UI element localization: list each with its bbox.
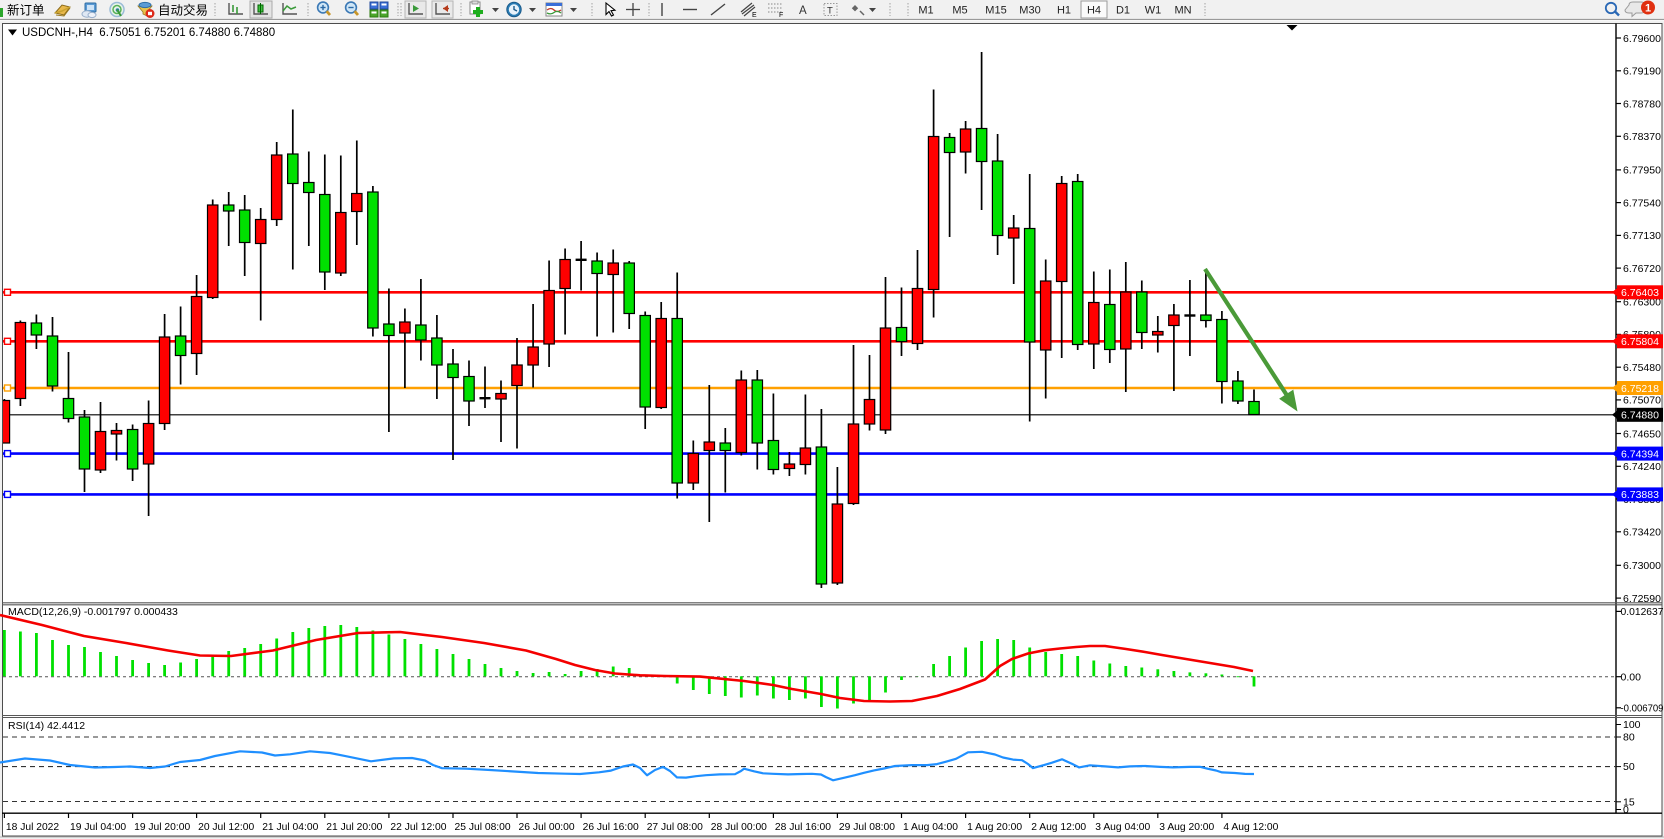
svg-text:26 Jul 00:00: 26 Jul 00:00 xyxy=(519,822,575,833)
svg-text:19 Jul 04:00: 19 Jul 04:00 xyxy=(70,822,126,833)
svg-text:D1: D1 xyxy=(1116,5,1130,17)
svg-text:6.79190: 6.79190 xyxy=(1623,66,1661,78)
svg-text:29 Jul 08:00: 29 Jul 08:00 xyxy=(839,822,895,833)
svg-text:6.78370: 6.78370 xyxy=(1623,131,1661,143)
svg-text:自动交易: 自动交易 xyxy=(158,3,208,18)
svg-text:1 Aug 20:00: 1 Aug 20:00 xyxy=(967,822,1022,833)
svg-text:22 Jul 12:00: 22 Jul 12:00 xyxy=(390,822,446,833)
svg-text:21 Jul 20:00: 21 Jul 20:00 xyxy=(326,822,382,833)
svg-text:2 Aug 12:00: 2 Aug 12:00 xyxy=(1031,822,1086,833)
svg-text:M30: M30 xyxy=(1019,5,1040,17)
svg-text:M5: M5 xyxy=(952,5,967,17)
svg-text:6.75218: 6.75218 xyxy=(1621,383,1659,395)
svg-text:1 Aug 04:00: 1 Aug 04:00 xyxy=(903,822,958,833)
svg-text:6.76300: 6.76300 xyxy=(1623,297,1661,309)
svg-text:F: F xyxy=(779,12,783,19)
svg-text:6.76720: 6.76720 xyxy=(1623,263,1661,275)
svg-text:6.77950: 6.77950 xyxy=(1623,165,1661,177)
svg-text:6.75070: 6.75070 xyxy=(1623,395,1661,407)
svg-text:E: E xyxy=(752,12,757,19)
svg-text:6.74240: 6.74240 xyxy=(1623,461,1661,473)
svg-text:4 Aug 12:00: 4 Aug 12:00 xyxy=(1223,822,1278,833)
svg-text:H4: H4 xyxy=(1087,5,1101,17)
svg-text:RSI(14) 42.4412: RSI(14) 42.4412 xyxy=(8,720,85,732)
svg-text:A: A xyxy=(799,5,807,17)
svg-text:15: 15 xyxy=(1623,796,1635,808)
svg-text:-0.006709: -0.006709 xyxy=(1621,703,1664,715)
svg-text:MACD(12,26,9) -0.001797 0.0004: MACD(12,26,9) -0.001797 0.000433 xyxy=(8,606,178,618)
svg-text:T: T xyxy=(827,6,833,17)
svg-text:80: 80 xyxy=(1623,732,1635,744)
svg-text:6.74880: 6.74880 xyxy=(1621,410,1659,422)
svg-text:18 Jul 2022: 18 Jul 2022 xyxy=(6,822,60,833)
svg-text:25 Jul 08:00: 25 Jul 08:00 xyxy=(455,822,511,833)
svg-text:26 Jul 16:00: 26 Jul 16:00 xyxy=(583,822,639,833)
svg-text:H1: H1 xyxy=(1057,5,1071,17)
svg-text:USDCNH-,H4 6.75051 6.75201 6.: USDCNH-,H4 6.75051 6.75201 6.74880 6.748… xyxy=(22,27,275,39)
svg-text:50: 50 xyxy=(1623,761,1635,773)
svg-text:MN: MN xyxy=(1174,5,1191,17)
svg-text:6.78780: 6.78780 xyxy=(1623,98,1661,110)
svg-text:100: 100 xyxy=(1623,719,1641,731)
svg-text:6.74394: 6.74394 xyxy=(1621,448,1659,460)
svg-text:6.76403: 6.76403 xyxy=(1621,287,1659,299)
svg-text:0.012637: 0.012637 xyxy=(1621,606,1664,618)
svg-text:28 Jul 00:00: 28 Jul 00:00 xyxy=(711,822,767,833)
svg-text:6.72590: 6.72590 xyxy=(1623,593,1661,605)
svg-text:3 Aug 20:00: 3 Aug 20:00 xyxy=(1159,822,1214,833)
svg-text:19 Jul 20:00: 19 Jul 20:00 xyxy=(134,822,190,833)
svg-text:6.75480: 6.75480 xyxy=(1623,362,1661,374)
svg-text:27 Jul 08:00: 27 Jul 08:00 xyxy=(647,822,703,833)
svg-text:M15: M15 xyxy=(985,5,1006,17)
svg-text:6.74650: 6.74650 xyxy=(1623,428,1661,440)
svg-text:0.00: 0.00 xyxy=(1621,672,1642,684)
svg-text:6.73000: 6.73000 xyxy=(1623,560,1661,572)
svg-text:M1: M1 xyxy=(918,5,933,17)
svg-text:1: 1 xyxy=(1645,3,1651,15)
svg-text:6.77130: 6.77130 xyxy=(1623,230,1661,242)
svg-text:W1: W1 xyxy=(1145,5,1162,17)
svg-text:6.73883: 6.73883 xyxy=(1621,489,1659,501)
svg-text:6.77540: 6.77540 xyxy=(1623,197,1661,209)
svg-text:6.73420: 6.73420 xyxy=(1623,527,1661,539)
svg-text:21 Jul 04:00: 21 Jul 04:00 xyxy=(262,822,318,833)
svg-text:新订单: 新订单 xyxy=(7,3,45,18)
svg-text:28 Jul 16:00: 28 Jul 16:00 xyxy=(775,822,831,833)
svg-text:3 Aug 04:00: 3 Aug 04:00 xyxy=(1095,822,1150,833)
svg-text:20 Jul 12:00: 20 Jul 12:00 xyxy=(198,822,254,833)
svg-text:6.79600: 6.79600 xyxy=(1623,33,1661,45)
svg-text:0: 0 xyxy=(1623,804,1629,816)
svg-text:6.75804: 6.75804 xyxy=(1621,336,1659,348)
